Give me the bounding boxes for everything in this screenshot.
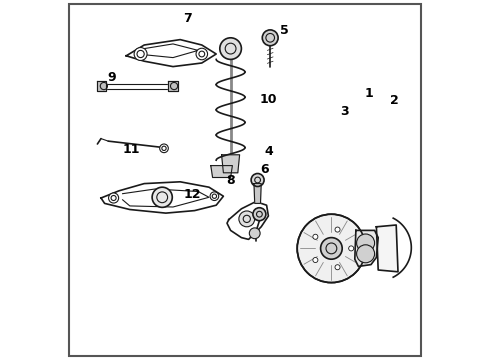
Circle shape xyxy=(335,265,340,270)
Circle shape xyxy=(249,228,260,239)
Polygon shape xyxy=(254,184,261,203)
Circle shape xyxy=(313,234,318,239)
Circle shape xyxy=(239,211,255,227)
Text: 6: 6 xyxy=(261,163,269,176)
Polygon shape xyxy=(101,84,173,89)
Circle shape xyxy=(335,227,340,232)
Circle shape xyxy=(220,38,242,59)
Text: 2: 2 xyxy=(390,94,399,107)
Text: 4: 4 xyxy=(264,145,273,158)
Polygon shape xyxy=(126,40,216,67)
Polygon shape xyxy=(101,182,223,213)
Polygon shape xyxy=(98,81,106,91)
Text: 11: 11 xyxy=(123,143,140,156)
Circle shape xyxy=(152,187,172,207)
Text: 1: 1 xyxy=(365,87,373,100)
Circle shape xyxy=(210,192,219,201)
Polygon shape xyxy=(355,230,378,266)
Text: 10: 10 xyxy=(260,93,277,105)
Text: 12: 12 xyxy=(184,188,201,201)
Circle shape xyxy=(251,174,264,186)
Text: 8: 8 xyxy=(226,174,235,186)
Text: 9: 9 xyxy=(107,71,116,84)
Text: 5: 5 xyxy=(280,24,289,37)
Circle shape xyxy=(196,48,208,60)
Polygon shape xyxy=(168,81,178,91)
Circle shape xyxy=(313,257,318,262)
Circle shape xyxy=(349,246,354,251)
Circle shape xyxy=(109,193,119,203)
Circle shape xyxy=(320,238,342,259)
Circle shape xyxy=(357,234,374,252)
Polygon shape xyxy=(376,225,398,272)
Circle shape xyxy=(160,144,169,153)
Polygon shape xyxy=(211,166,232,177)
Polygon shape xyxy=(227,202,269,239)
Circle shape xyxy=(262,30,278,46)
Circle shape xyxy=(253,208,266,221)
Circle shape xyxy=(297,214,366,283)
Text: 7: 7 xyxy=(183,12,192,24)
Text: 3: 3 xyxy=(340,105,348,118)
Polygon shape xyxy=(221,155,240,173)
Circle shape xyxy=(134,48,147,60)
Circle shape xyxy=(357,245,374,263)
